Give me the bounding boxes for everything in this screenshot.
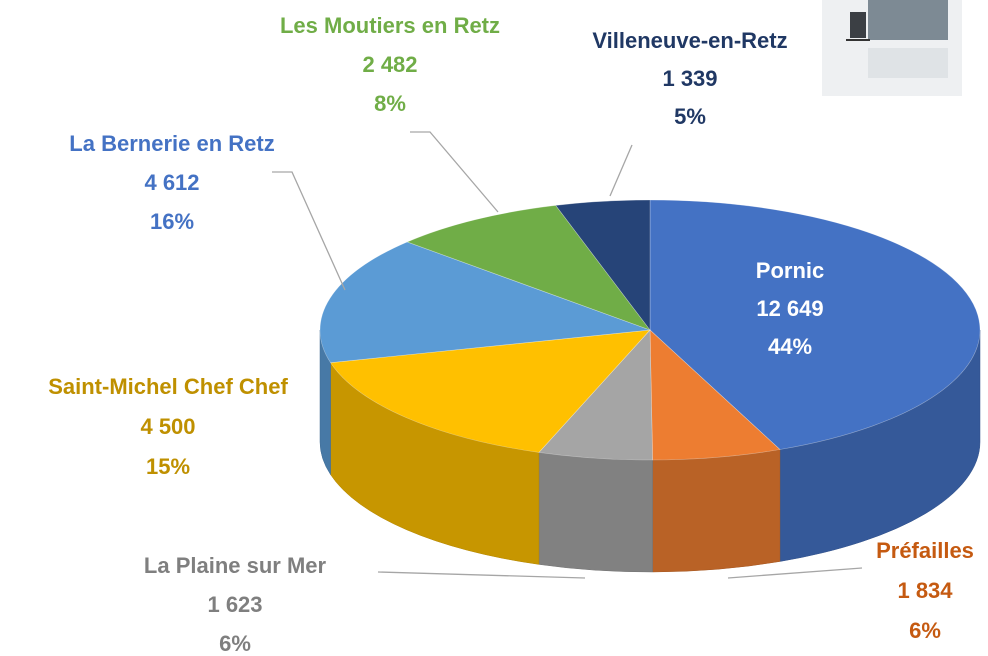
value-label: 4 500 [140,414,195,439]
category-label: Les Moutiers en Retz [280,13,500,38]
value-label: 4 612 [144,170,199,195]
category-label: Villeneuve-en-Retz [592,28,787,53]
category-label: Préfailles [876,538,974,563]
leader-line [377,571,586,579]
leader-line [727,567,863,579]
value-label: 1 623 [207,592,262,617]
slice-side [652,449,781,573]
value-label: 12 649 [756,296,823,321]
percent-label: 6% [219,631,251,656]
value-label: 1 339 [662,66,717,91]
pie-sides [319,329,981,573]
category-label: Pornic [756,258,824,283]
corner-image [822,0,962,96]
slice [319,241,651,363]
category-label: Saint-Michel Chef Chef [48,374,288,399]
slice [406,205,651,331]
percent-label: 6% [909,618,941,643]
pie-tops [319,199,981,461]
slice [538,329,653,461]
data-labels: Pornic 12 649 44% Préfailles 1 834 6% La Plain… [48,13,974,656]
leader-lines [272,131,863,579]
leader-line [272,171,346,291]
leader-line [609,144,633,197]
percent-label: 15% [146,454,190,479]
percent-label: 44% [768,334,812,359]
slice [649,329,781,461]
leader-line [410,131,499,213]
percent-label: 16% [150,209,194,234]
category-label: La Bernerie en Retz [69,131,274,156]
slice [330,329,651,453]
percent-label: 5% [674,104,706,129]
slice [649,199,981,450]
slice [555,199,651,331]
category-label: La Plaine sur Mer [144,553,327,578]
percent-label: 8% [374,91,406,116]
value-label: 1 834 [897,578,953,603]
value-label: 2 482 [362,52,417,77]
slice-side [538,452,653,573]
